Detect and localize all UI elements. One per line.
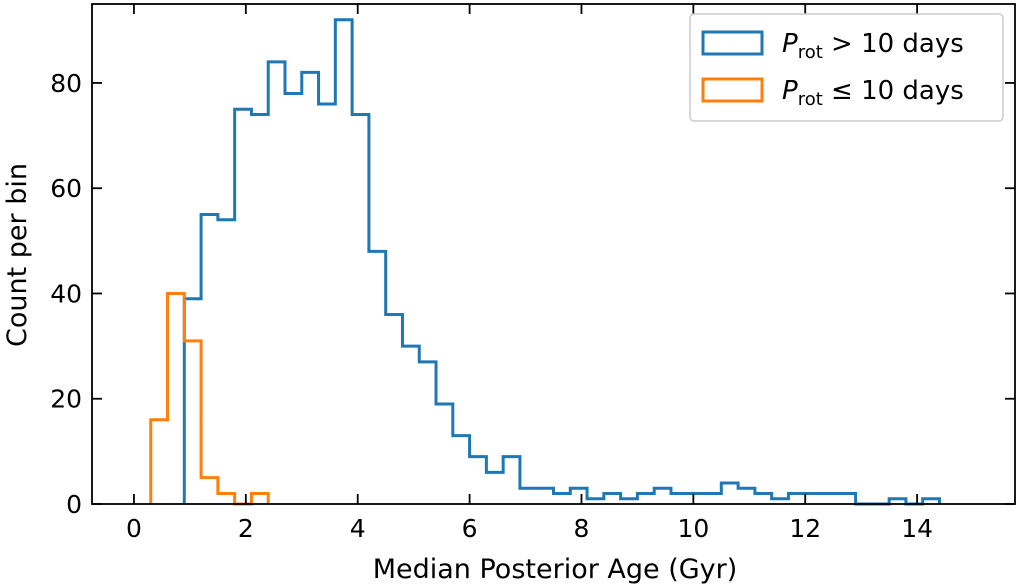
y-tick-label: 0 <box>66 490 82 519</box>
x-tick-label: 0 <box>126 514 142 543</box>
legend-label-1: Prot ≤ 10 days <box>782 76 964 110</box>
legend-swatch-0 <box>701 30 764 56</box>
x-tick-label: 2 <box>238 514 254 543</box>
x-axis-label: Median Posterior Age (Gyr) <box>373 554 738 585</box>
x-tick-label: 8 <box>574 514 590 543</box>
histogram-series-0 <box>182 18 941 506</box>
axes-frame <box>91 3 1016 505</box>
x-tick-label: 4 <box>350 514 366 543</box>
y-axis-ticks: 0 20 40 60 80 <box>50 69 1015 519</box>
legend: Prot > 10 days Prot ≤ 10 days <box>689 13 1004 122</box>
y-tick-label: 60 <box>50 174 82 203</box>
legend-label-0: Prot > 10 days <box>782 29 964 63</box>
x-tick-label: 14 <box>901 514 933 543</box>
legend-frame <box>689 13 1004 122</box>
y-tick-label: 20 <box>50 385 82 414</box>
x-tick-label: 12 <box>789 514 821 543</box>
y-axis-label: Count per bin <box>2 163 33 347</box>
legend-swatch-1 <box>701 77 764 103</box>
x-tick-label: 6 <box>462 514 478 543</box>
histogram-series-1 <box>149 291 270 506</box>
x-axis-ticks: 0 2 4 6 8 10 12 14 <box>126 4 933 543</box>
y-tick-label: 40 <box>50 279 82 308</box>
y-tick-label: 80 <box>50 69 82 98</box>
plot-area <box>91 3 1016 506</box>
x-tick-label: 10 <box>677 514 709 543</box>
